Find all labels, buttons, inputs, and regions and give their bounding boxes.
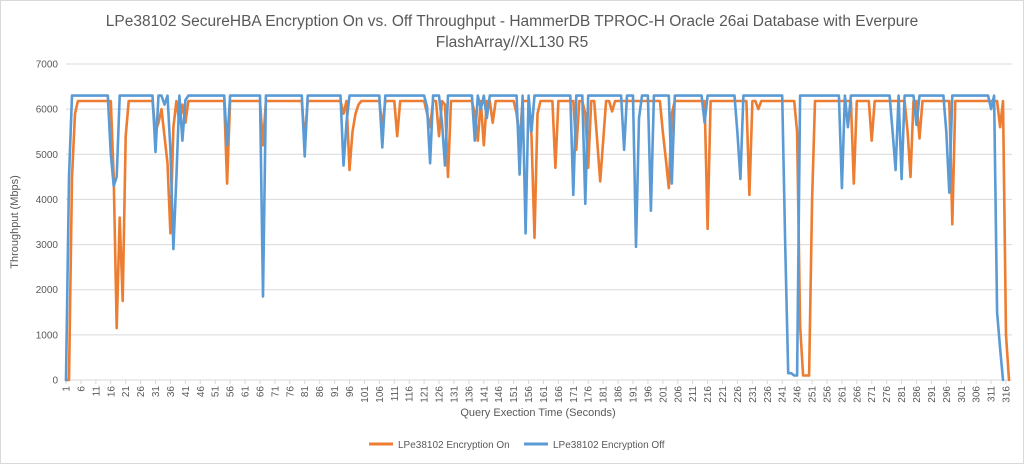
x-tick-181: 181 <box>599 386 610 403</box>
x-tick-156: 156 <box>524 386 535 403</box>
x-tick-106: 106 <box>375 386 386 403</box>
x-tick-271: 271 <box>867 386 878 403</box>
y-tick-5000: 5000 <box>36 150 59 161</box>
chart-title-line-2: FlashArray//XL130 R5 <box>436 34 589 51</box>
x-tick-286: 286 <box>912 386 923 403</box>
x-tick-86: 86 <box>315 386 326 398</box>
x-tick-61: 61 <box>241 386 252 398</box>
x-tick-246: 246 <box>793 386 804 403</box>
x-tick-126: 126 <box>435 386 446 403</box>
x-tick-labels: 1 6 11 16 21 26 31 36 41 46 51 56 61 66 71 76 81 86 91 96 10… <box>62 380 1013 403</box>
x-tick-136: 136 <box>464 386 475 403</box>
x-tick-216: 216 <box>703 386 714 403</box>
x-tick-96: 96 <box>345 386 356 398</box>
x-tick-26: 26 <box>136 386 147 398</box>
x-tick-171: 171 <box>569 386 580 403</box>
x-tick-121: 121 <box>420 386 431 403</box>
y-tick-6000: 6000 <box>36 105 59 116</box>
y-tick-7000: 7000 <box>36 60 59 71</box>
x-tick-161: 161 <box>539 386 550 403</box>
chart-title-line-1: LPe38102 SecureHBA Encryption On vs. Off… <box>106 13 918 30</box>
legend: LPe38102 Encryption On LPe38102 Encrypti… <box>369 440 665 451</box>
x-tick-211: 211 <box>688 386 699 402</box>
x-tick-66: 66 <box>255 386 266 398</box>
x-tick-76: 76 <box>285 386 296 398</box>
x-tick-71: 71 <box>270 386 281 398</box>
x-tick-256: 256 <box>822 386 833 403</box>
legend-label-encryption-off: LPe38102 Encryption Off <box>553 440 665 451</box>
x-tick-131: 131 <box>449 386 460 403</box>
x-tick-191: 191 <box>629 386 640 403</box>
y-axis-label: Throughput (Mbps) <box>9 175 21 269</box>
y-tick-labels: 0 1000 2000 3000 4000 5000 6000 7000 <box>36 60 59 387</box>
x-tick-281: 281 <box>897 386 908 403</box>
x-tick-221: 221 <box>718 386 729 403</box>
y-tick-0: 0 <box>52 376 58 387</box>
x-tick-101: 101 <box>360 386 371 403</box>
x-tick-231: 231 <box>748 386 759 403</box>
x-tick-146: 146 <box>494 386 505 403</box>
series-line-encryption-on <box>64 99 1011 382</box>
x-tick-166: 166 <box>554 386 565 403</box>
x-tick-241: 241 <box>778 386 789 403</box>
x-tick-291: 291 <box>927 386 938 403</box>
x-tick-21: 21 <box>121 386 132 398</box>
x-tick-36: 36 <box>166 386 177 398</box>
x-tick-91: 91 <box>330 386 341 398</box>
x-tick-176: 176 <box>584 386 595 403</box>
x-tick-41: 41 <box>181 386 192 398</box>
x-tick-116: 116 <box>405 386 416 402</box>
x-tick-186: 186 <box>614 386 625 403</box>
x-axis-label: Query Exection Time (Seconds) <box>460 407 615 419</box>
x-tick-151: 151 <box>509 386 520 403</box>
x-tick-311: 311 <box>987 386 998 402</box>
x-tick-266: 266 <box>852 386 863 403</box>
x-tick-46: 46 <box>196 386 207 398</box>
series-line-encryption-off <box>64 94 1005 382</box>
y-tick-1000: 1000 <box>36 330 59 341</box>
x-tick-56: 56 <box>226 386 237 398</box>
x-tick-6: 6 <box>76 386 87 392</box>
x-tick-236: 236 <box>763 386 774 403</box>
x-tick-111: 111 <box>390 386 401 402</box>
x-tick-51: 51 <box>211 386 222 398</box>
series-lines <box>64 94 1011 382</box>
x-tick-251: 251 <box>808 386 819 403</box>
x-tick-296: 296 <box>942 386 953 403</box>
x-tick-1: 1 <box>62 386 73 392</box>
x-tick-316: 316 <box>1002 386 1013 403</box>
x-tick-201: 201 <box>658 386 669 403</box>
x-tick-141: 141 <box>479 386 490 403</box>
x-tick-276: 276 <box>882 386 893 403</box>
x-tick-11: 11 <box>91 386 102 397</box>
x-tick-301: 301 <box>957 386 968 403</box>
y-tick-4000: 4000 <box>36 195 59 206</box>
x-tick-306: 306 <box>972 386 983 403</box>
x-tick-16: 16 <box>106 386 117 398</box>
x-tick-226: 226 <box>733 386 744 403</box>
x-tick-206: 206 <box>673 386 684 403</box>
x-tick-196: 196 <box>643 386 654 403</box>
x-tick-31: 31 <box>151 386 162 398</box>
y-tick-2000: 2000 <box>36 285 59 296</box>
legend-label-encryption-on: LPe38102 Encryption On <box>398 440 510 451</box>
x-tick-261: 261 <box>837 386 848 403</box>
y-tick-3000: 3000 <box>36 240 59 251</box>
x-tick-81: 81 <box>300 386 311 398</box>
